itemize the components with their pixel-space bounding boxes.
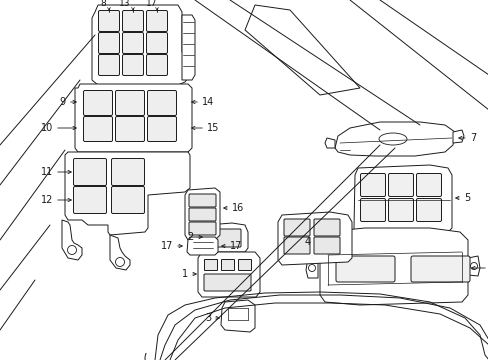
Polygon shape	[92, 5, 187, 85]
FancyBboxPatch shape	[115, 90, 144, 116]
Polygon shape	[278, 212, 351, 265]
Text: 15: 15	[206, 123, 219, 133]
Text: 8: 8	[100, 0, 106, 8]
FancyBboxPatch shape	[147, 90, 176, 116]
Polygon shape	[221, 300, 254, 332]
FancyBboxPatch shape	[416, 174, 441, 197]
Polygon shape	[182, 15, 195, 80]
FancyBboxPatch shape	[83, 90, 112, 116]
FancyBboxPatch shape	[313, 237, 339, 254]
Polygon shape	[62, 220, 82, 260]
FancyBboxPatch shape	[146, 54, 167, 76]
Text: 7: 7	[469, 133, 475, 143]
Text: 3: 3	[204, 313, 210, 323]
FancyBboxPatch shape	[122, 32, 143, 54]
Polygon shape	[353, 165, 451, 235]
FancyBboxPatch shape	[111, 186, 144, 213]
Polygon shape	[467, 256, 479, 276]
Text: 12: 12	[41, 195, 53, 205]
Polygon shape	[204, 223, 247, 252]
Text: 17: 17	[146, 0, 158, 8]
Text: 9: 9	[60, 97, 66, 107]
FancyBboxPatch shape	[83, 117, 112, 141]
Polygon shape	[198, 252, 260, 297]
FancyBboxPatch shape	[98, 32, 119, 54]
Polygon shape	[319, 228, 467, 305]
Text: 10: 10	[41, 123, 53, 133]
Polygon shape	[325, 138, 334, 148]
FancyBboxPatch shape	[416, 198, 441, 221]
Text: 5: 5	[463, 193, 469, 203]
FancyBboxPatch shape	[208, 229, 241, 247]
FancyBboxPatch shape	[360, 174, 385, 197]
Polygon shape	[305, 258, 317, 278]
Text: 4: 4	[305, 237, 310, 247]
Text: 1: 1	[182, 269, 187, 279]
Polygon shape	[75, 84, 192, 152]
FancyBboxPatch shape	[335, 256, 394, 282]
Polygon shape	[110, 235, 130, 270]
FancyBboxPatch shape	[147, 117, 176, 141]
FancyBboxPatch shape	[111, 158, 144, 185]
Text: 13: 13	[119, 0, 130, 8]
FancyBboxPatch shape	[238, 260, 251, 270]
FancyBboxPatch shape	[360, 198, 385, 221]
Text: 11: 11	[41, 167, 53, 177]
FancyBboxPatch shape	[122, 54, 143, 76]
Text: 17: 17	[160, 241, 173, 251]
Text: 14: 14	[202, 97, 214, 107]
FancyBboxPatch shape	[98, 54, 119, 76]
Polygon shape	[334, 122, 454, 156]
FancyBboxPatch shape	[387, 174, 413, 197]
FancyBboxPatch shape	[189, 194, 216, 207]
Text: 16: 16	[231, 203, 244, 213]
FancyBboxPatch shape	[146, 32, 167, 54]
Text: 17: 17	[229, 241, 242, 251]
FancyBboxPatch shape	[122, 10, 143, 31]
FancyBboxPatch shape	[189, 208, 216, 221]
Polygon shape	[186, 237, 218, 255]
FancyBboxPatch shape	[284, 219, 309, 236]
FancyBboxPatch shape	[387, 198, 413, 221]
FancyBboxPatch shape	[204, 260, 217, 270]
FancyBboxPatch shape	[73, 186, 106, 213]
FancyBboxPatch shape	[115, 117, 144, 141]
FancyBboxPatch shape	[73, 158, 106, 185]
FancyBboxPatch shape	[98, 10, 119, 31]
Polygon shape	[184, 188, 220, 240]
FancyBboxPatch shape	[313, 219, 339, 236]
FancyBboxPatch shape	[410, 256, 469, 282]
Polygon shape	[452, 130, 463, 143]
Text: 2: 2	[187, 232, 194, 242]
FancyBboxPatch shape	[284, 237, 309, 254]
FancyBboxPatch shape	[146, 10, 167, 31]
FancyBboxPatch shape	[189, 222, 216, 235]
Polygon shape	[65, 152, 190, 235]
FancyBboxPatch shape	[203, 274, 250, 291]
FancyBboxPatch shape	[221, 260, 234, 270]
